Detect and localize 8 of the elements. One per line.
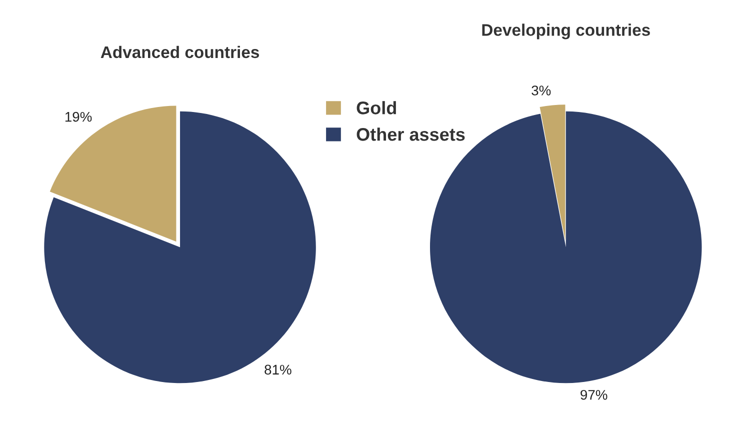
data-label: 81% <box>264 364 292 375</box>
data-label: 97% <box>580 390 608 400</box>
chart-title: Advanced countries <box>100 46 259 58</box>
legend-label: Gold <box>356 101 396 114</box>
legend-label: Other assets <box>356 128 465 141</box>
data-label: 19% <box>65 112 92 122</box>
chart-title: Developing countries <box>482 24 650 40</box>
data-label: 3% <box>532 86 551 96</box>
